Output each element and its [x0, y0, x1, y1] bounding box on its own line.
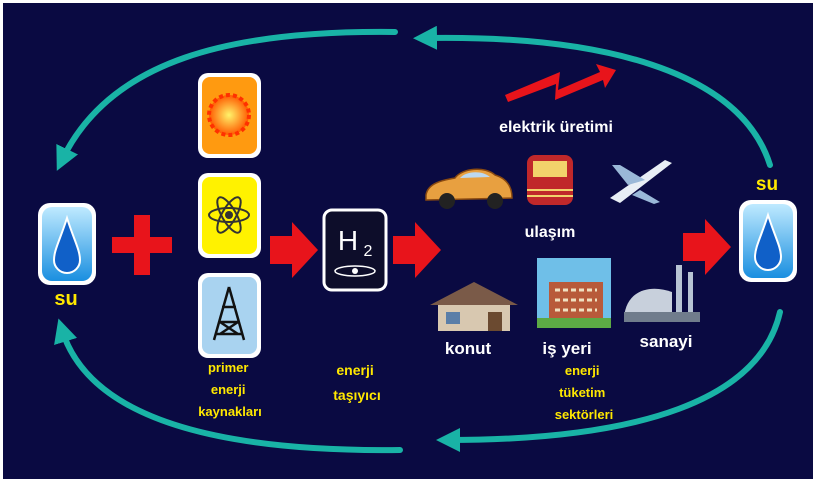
atom-icon: [198, 173, 261, 258]
label-line: enerji: [211, 382, 246, 397]
hydrogen-icon: H 2: [324, 210, 386, 290]
oil-rig-icon: [198, 273, 261, 358]
label-line: sektörleri: [555, 407, 614, 422]
sun: [209, 95, 249, 135]
plus-bar: [134, 215, 150, 275]
label-line: kaynakları: [198, 404, 262, 419]
label-line: taşıyıcı: [333, 387, 380, 403]
body: su primer enerji kaynakları H 2: [0, 0, 815, 481]
page: Hidrojen enerji döngüsü {"left_water": {…: [0, 0, 815, 481]
sector-label: iş yeri: [542, 339, 591, 358]
sun-icon: [198, 73, 261, 158]
water-label: su: [756, 174, 778, 195]
chimney: [676, 265, 682, 315]
water-label: su: [54, 288, 77, 310]
base: [624, 312, 700, 322]
workplace-icon: [537, 258, 611, 328]
label-line: tüketim: [559, 385, 605, 400]
door: [488, 312, 502, 331]
electron: [352, 268, 358, 274]
water-icon: [739, 200, 797, 282]
label-line: enerji: [565, 363, 600, 378]
water-icon: [38, 203, 96, 285]
hydrogen-subscript: 2: [364, 243, 373, 260]
chimney: [688, 272, 693, 315]
sector-label: konut: [445, 339, 492, 358]
sector-label: sanayi: [640, 332, 693, 351]
train-window: [533, 161, 567, 177]
label-line: enerji: [336, 362, 373, 378]
hydrogen-symbol: H: [338, 225, 358, 256]
label-line: primer: [208, 360, 248, 375]
diagram: su primer enerji kaynakları H 2: [0, 0, 815, 481]
electricity-label: elektrik üretimi: [499, 119, 613, 136]
grass: [537, 318, 611, 328]
wheel: [439, 193, 455, 209]
nucleus: [225, 211, 233, 219]
window: [446, 312, 460, 324]
wheel: [487, 193, 503, 209]
train-icon: [527, 155, 573, 205]
transport-label: ulaşım: [525, 224, 576, 241]
